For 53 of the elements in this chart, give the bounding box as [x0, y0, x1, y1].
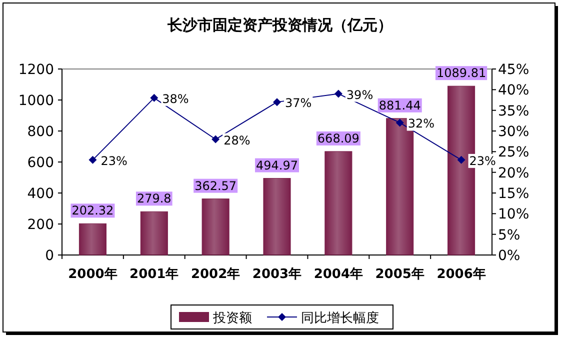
x-tick-label: 2006年 — [436, 267, 486, 282]
point — [457, 156, 466, 164]
y2-tick-label: 15% — [498, 186, 530, 202]
y-tick-label: 400 — [27, 186, 54, 202]
data-label: 881.44 — [378, 98, 421, 112]
point — [212, 135, 220, 144]
y2-tick-label: 0% — [498, 248, 520, 264]
point — [273, 98, 281, 106]
data-label: 668.09 — [317, 131, 360, 146]
x-tick-label: 2001年 — [130, 267, 179, 282]
bar — [263, 178, 291, 256]
data-label: 202.32 — [72, 204, 114, 218]
y2-tick-label: 45% — [498, 62, 530, 78]
x-tick-label: 2002年 — [190, 267, 240, 282]
data-label: 494.97 — [256, 158, 298, 172]
legend-label: 投资额 — [212, 311, 252, 326]
data-label: 37% — [285, 96, 312, 110]
data-label: 362.57 — [194, 178, 237, 193]
y2-tick-label: 10% — [498, 206, 530, 223]
x-tick-label: 2000年 — [68, 267, 118, 282]
y2-tick-label: 30% — [498, 124, 530, 140]
point — [396, 118, 404, 127]
y-tick-label: 600 — [27, 155, 54, 171]
bar — [202, 198, 230, 256]
y-tick-label: 1200 — [18, 62, 54, 78]
y2-tick-label: 40% — [498, 82, 530, 99]
bar — [78, 223, 106, 256]
x-tick-label: 2003年 — [252, 267, 302, 282]
y2-tick-label: 20% — [498, 165, 530, 182]
point — [150, 94, 158, 102]
y2-tick-label: 5% — [498, 227, 520, 244]
data-label: 39% — [346, 88, 374, 102]
data-label: 279.8 — [136, 192, 172, 206]
y-tick-label: 800 — [27, 124, 54, 140]
point — [334, 90, 342, 98]
data-label: 28% — [224, 133, 250, 148]
legend-label: 同比增长幅度 — [301, 310, 379, 326]
y-tick-label: 1000 — [18, 93, 54, 109]
data-label: 23% — [100, 154, 128, 168]
data-label: 38% — [162, 92, 189, 106]
y-tick-label: 200 — [27, 217, 54, 233]
x-tick-label: 2004年 — [314, 267, 364, 282]
chart-title: 长沙市固定资产投资情况（亿元） — [166, 16, 392, 34]
bar — [140, 211, 168, 256]
data-label: 23% — [469, 154, 496, 168]
point — [88, 156, 97, 164]
y-tick-label: 0 — [45, 248, 54, 264]
y2-tick-label: 25% — [498, 144, 530, 161]
bar — [324, 151, 352, 256]
y2-tick-label: 35% — [498, 103, 530, 120]
x-tick-label: 2005年 — [375, 267, 424, 282]
data-label: 1089.81 — [436, 66, 486, 80]
data-label: 32% — [408, 116, 435, 131]
